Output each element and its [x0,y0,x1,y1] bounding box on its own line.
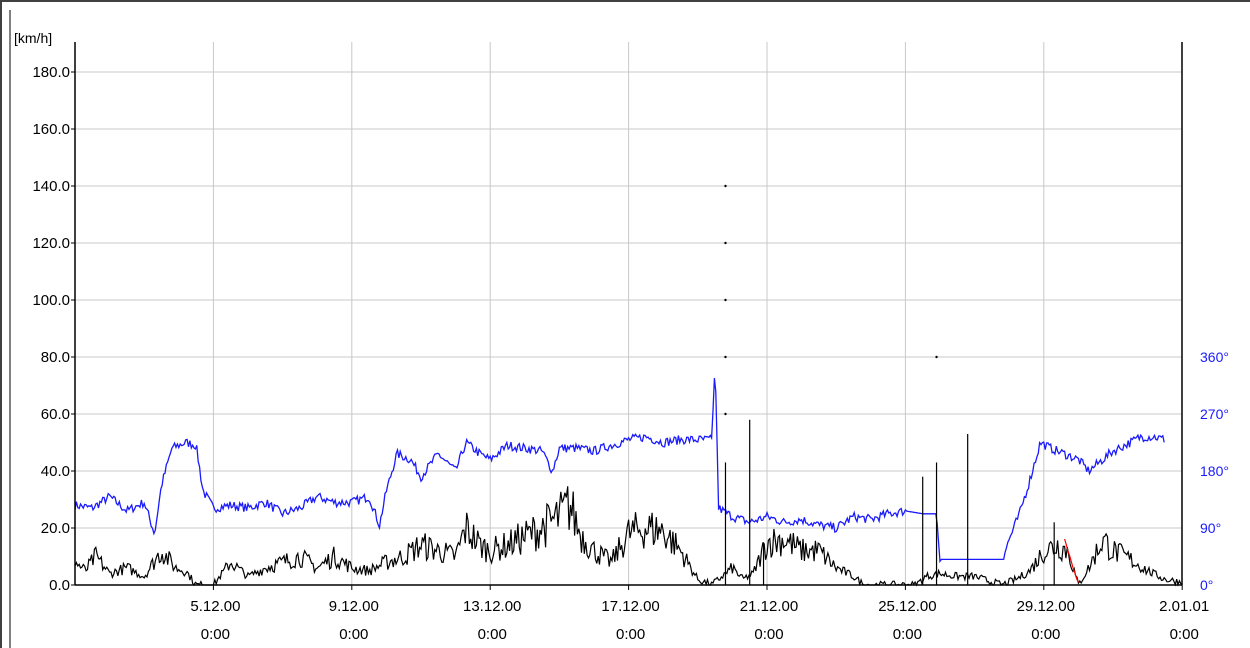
series-line [74,378,1165,564]
y-tick-label: 80.0 [41,349,70,366]
y-tick-label: 180.0 [32,64,70,81]
data-point-dot [724,355,727,359]
x-tick-label-date: 25.12.00 [878,598,936,615]
x-tick-label-time: 0:00 [616,626,645,643]
data-point-dot [724,241,727,245]
x-tick-label-date: 2.01.01 [1159,598,1209,615]
data-point-dot [724,412,727,416]
tick-labels: 0.0 20.0 40.0 60.0 80.0 100.0 120.0 140.0 160.0 1… [32,64,1229,643]
y-tick-label: 140.0 [32,178,70,195]
right-axis-tick-label: 360° [1200,349,1229,365]
right-axis-tick-label: 90° [1200,520,1221,536]
x-tick-label-time: 0:00 [339,626,368,643]
data-point-dot [724,298,727,302]
axes [74,42,1183,586]
data-point-dot [724,184,727,188]
x-tick-label-time: 0:00 [754,626,783,643]
data-point-dot [935,355,938,359]
y-tick-label: 40.0 [41,463,70,480]
right-axis-tick-label: 180° [1200,463,1229,479]
x-tick-label-date: 29.12.00 [1017,598,1075,615]
x-tick-label-time: 0:00 [1170,626,1199,643]
x-tick-label-date: 9.12.00 [329,598,379,615]
x-tick-label-time: 0:00 [478,626,507,643]
right-axis-tick-label: 270° [1200,406,1229,422]
y-tick-label: 160.0 [32,121,70,138]
x-tick-label-date: 13.12.00 [463,598,521,615]
x-tick-label-date: 17.12.00 [601,598,659,615]
series-line [1064,538,1079,583]
x-tick-label-time: 0:00 [893,626,922,643]
y-tick-label: 0.0 [49,577,70,594]
y-tick-label: 20.0 [41,520,70,537]
x-tick-label-date: 5.12.00 [190,598,240,615]
y-tick-label: 100.0 [32,292,70,309]
right-axis-tick-label: 0° [1200,577,1213,593]
grid-lines [71,42,1183,590]
y-tick-label: 60.0 [41,406,70,423]
series-line [74,486,1183,587]
x-tick-label-time: 0:00 [201,626,230,643]
y-tick-label: 120.0 [32,235,70,252]
x-tick-label-time: 0:00 [1031,626,1060,643]
plot-area [74,184,1183,587]
y-axis-unit-label: [km/h] [14,30,52,46]
x-tick-label-date: 21.12.00 [740,598,798,615]
